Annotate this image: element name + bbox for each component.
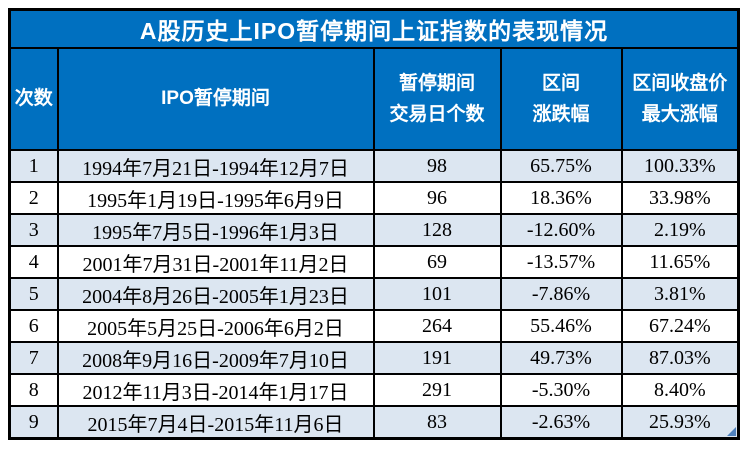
table-title: A股历史上IPO暂停期间上证指数的表现情况 bbox=[8, 8, 740, 49]
cell-max-gain: 25.93% bbox=[620, 405, 740, 440]
cell-max-gain: 11.65% bbox=[620, 245, 740, 279]
cell-no: 9 bbox=[8, 405, 59, 440]
cell-no: 2 bbox=[8, 181, 59, 215]
cell-days: 83 bbox=[372, 405, 502, 440]
cell-change: 55.46% bbox=[499, 309, 623, 343]
cell-no: 8 bbox=[8, 373, 59, 407]
cell-days: 291 bbox=[372, 373, 502, 407]
table-row: 7 2008年9月16日-2009年7月10日 191 49.73% 87.03… bbox=[8, 341, 740, 375]
cell-period: 2012年11月3日-2014年1月17日 bbox=[56, 373, 375, 407]
cell-no: 3 bbox=[8, 213, 59, 247]
cell-days: 101 bbox=[372, 277, 502, 311]
cell-days: 69 bbox=[372, 245, 502, 279]
cell-period: 2004年8月26日-2005年1月23日 bbox=[56, 277, 375, 311]
ipo-suspension-table: A股历史上IPO暂停期间上证指数的表现情况 次数 IPO暂停期间 暂停期间 交易… bbox=[8, 8, 741, 440]
col-header-period: IPO暂停期间 bbox=[56, 47, 375, 151]
cell-corner-marker-icon bbox=[727, 427, 737, 436]
col-header-range-change: 区间 涨跌幅 bbox=[499, 47, 623, 151]
cell-max-gain: 33.98% bbox=[620, 181, 740, 215]
cell-days: 98 bbox=[372, 149, 502, 183]
cell-max-gain: 2.19% bbox=[620, 213, 740, 247]
table-row: 9 2015年7月4日-2015年11月6日 83 -2.63% 25.93% bbox=[8, 405, 740, 440]
col-header-trading-days: 暂停期间 交易日个数 bbox=[372, 47, 502, 151]
cell-no: 6 bbox=[8, 309, 59, 343]
cell-change: -12.60% bbox=[499, 213, 623, 247]
cell-change: -5.30% bbox=[499, 373, 623, 407]
cell-period: 1995年7月5日-1996年1月3日 bbox=[56, 213, 375, 247]
cell-period: 2005年5月25日-2006年6月2日 bbox=[56, 309, 375, 343]
cell-period: 2001年7月31日-2001年11月2日 bbox=[56, 245, 375, 279]
table-row: 3 1995年7月5日-1996年1月3日 128 -12.60% 2.19% bbox=[8, 213, 740, 247]
table-row: 1 1994年7月21日-1994年12月7日 98 65.75% 100.33… bbox=[8, 149, 740, 183]
table-row: 2 1995年1月19日-1995年6月9日 96 18.36% 33.98% bbox=[8, 181, 740, 215]
table-row: 5 2004年8月26日-2005年1月23日 101 -7.86% 3.81% bbox=[8, 277, 740, 311]
cell-no: 5 bbox=[8, 277, 59, 311]
cell-max-gain: 8.40% bbox=[620, 373, 740, 407]
col-header-times: 次数 bbox=[8, 47, 59, 151]
table-row: 8 2012年11月3日-2014年1月17日 291 -5.30% 8.40% bbox=[8, 373, 740, 407]
table-row: 6 2005年5月25日-2006年6月2日 264 55.46% 67.24% bbox=[8, 309, 740, 343]
table-row: 4 2001年7月31日-2001年11月2日 69 -13.57% 11.65… bbox=[8, 245, 740, 279]
title-row: A股历史上IPO暂停期间上证指数的表现情况 bbox=[8, 8, 740, 49]
cell-max-gain: 3.81% bbox=[620, 277, 740, 311]
cell-period: 1994年7月21日-1994年12月7日 bbox=[56, 149, 375, 183]
cell-change: 18.36% bbox=[499, 181, 623, 215]
cell-period: 2015年7月4日-2015年11月6日 bbox=[56, 405, 375, 440]
col-header-max-gain: 区间收盘价 最大涨幅 bbox=[620, 47, 740, 151]
ipo-suspension-table-figure: A股历史上IPO暂停期间上证指数的表现情况 次数 IPO暂停期间 暂停期间 交易… bbox=[8, 8, 741, 440]
cell-days: 264 bbox=[372, 309, 502, 343]
cell-change: -7.86% bbox=[499, 277, 623, 311]
cell-days: 96 bbox=[372, 181, 502, 215]
cell-max-gain: 100.33% bbox=[620, 149, 740, 183]
cell-days: 191 bbox=[372, 341, 502, 375]
cell-change: 49.73% bbox=[499, 341, 623, 375]
cell-period: 2008年9月16日-2009年7月10日 bbox=[56, 341, 375, 375]
cell-period: 1995年1月19日-1995年6月9日 bbox=[56, 181, 375, 215]
cell-change: 65.75% bbox=[499, 149, 623, 183]
cell-max-gain: 87.03% bbox=[620, 341, 740, 375]
cell-max-gain-value: 25.93% bbox=[648, 410, 711, 433]
cell-no: 1 bbox=[8, 149, 59, 183]
cell-no: 7 bbox=[8, 341, 59, 375]
cell-days: 128 bbox=[372, 213, 502, 247]
header-row: 次数 IPO暂停期间 暂停期间 交易日个数 区间 涨跌幅 区间收盘价 最大涨幅 bbox=[8, 47, 740, 151]
cell-change: -2.63% bbox=[499, 405, 623, 440]
cell-change: -13.57% bbox=[499, 245, 623, 279]
cell-max-gain: 67.24% bbox=[620, 309, 740, 343]
cell-no: 4 bbox=[8, 245, 59, 279]
